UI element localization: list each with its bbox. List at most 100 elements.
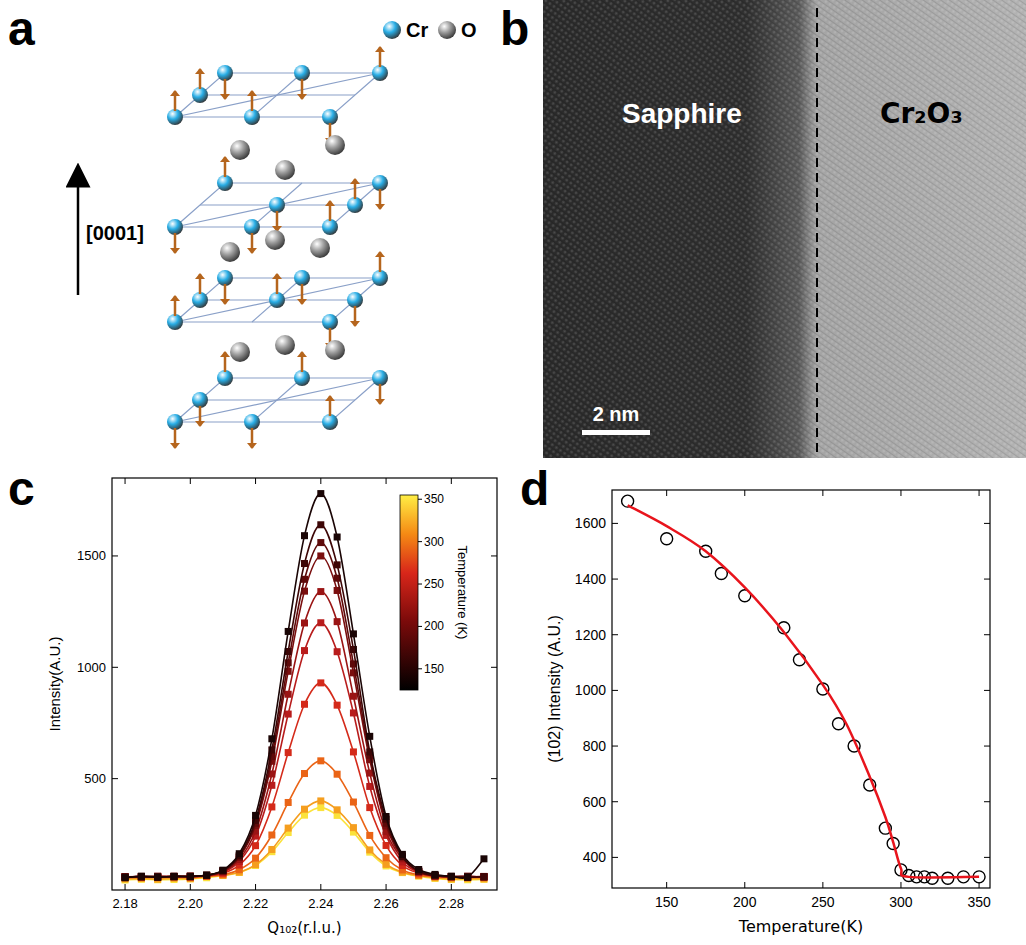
- spin-arrow-head: [170, 295, 180, 301]
- spin-arrow-head: [195, 421, 205, 427]
- data-point: [317, 757, 324, 764]
- data-point: [138, 874, 145, 881]
- series-group: [122, 490, 488, 883]
- data-point: [187, 873, 194, 880]
- lattice-line: [175, 73, 380, 117]
- atom: [265, 230, 285, 250]
- data-point: [350, 693, 357, 700]
- spin-arrow-head: [297, 299, 307, 305]
- panel-letter: d: [520, 462, 549, 515]
- spin-arrow-head: [272, 273, 282, 279]
- spin-arrow-head: [375, 251, 385, 257]
- atom: [310, 238, 330, 258]
- data-point: [154, 874, 161, 881]
- y-axis-title: Intensity(A.U.): [46, 636, 63, 731]
- chart: 2.182.202.222.242.262.2850010001500Q₁₀₂(…: [46, 478, 497, 937]
- data-point: [301, 532, 308, 539]
- fit-line: [628, 505, 979, 877]
- data-point: [832, 718, 844, 730]
- y-tick: [984, 634, 990, 635]
- atom: [217, 270, 233, 286]
- x-tick: [255, 478, 256, 484]
- data-point: [170, 873, 177, 880]
- y-tick: [112, 778, 118, 779]
- data-point: [334, 534, 341, 541]
- data-point: [301, 770, 308, 777]
- atom: [192, 87, 208, 103]
- atom: [192, 292, 208, 308]
- data-point: [219, 867, 226, 874]
- y-tick-label: 500: [84, 771, 106, 786]
- data-point: [170, 873, 177, 880]
- scale-bar: [582, 430, 650, 435]
- data-point: [383, 813, 390, 820]
- atom: [269, 197, 285, 213]
- lattice-line: [175, 378, 380, 422]
- data-point: [317, 552, 324, 559]
- spin-arrow-head: [170, 90, 180, 96]
- atom: [230, 140, 250, 160]
- y-tick: [112, 667, 118, 668]
- data-point: [122, 874, 129, 881]
- data-point: [480, 873, 487, 880]
- atom: [217, 65, 233, 81]
- panel-letter: a: [8, 2, 35, 55]
- spin-arrow-head: [297, 351, 307, 357]
- lattice-line: [175, 378, 380, 422]
- x-tick: [900, 882, 901, 888]
- region-label: Cr₂O₃: [880, 97, 963, 130]
- data-point: [187, 872, 194, 879]
- data-point: [350, 799, 357, 806]
- data-point: [366, 804, 373, 811]
- atom: [322, 314, 338, 330]
- colorbar-tick-label: 150: [424, 662, 444, 676]
- data-point: [219, 867, 226, 874]
- atom: [294, 65, 310, 81]
- data-point: [285, 711, 292, 718]
- crystal-structure: [167, 46, 388, 449]
- y-axis-title: (102) Intensity (A.U.): [546, 615, 563, 763]
- data-point: [154, 873, 161, 880]
- x-tick: [190, 884, 191, 890]
- data-point: [187, 873, 194, 880]
- data-point: [317, 521, 324, 528]
- data-point: [415, 866, 422, 873]
- atom: [167, 314, 183, 330]
- atom: [372, 175, 388, 191]
- atom: [347, 292, 363, 308]
- data-point: [154, 873, 161, 880]
- data-point: [138, 873, 145, 880]
- series-line: [125, 683, 484, 877]
- atom: [217, 175, 233, 191]
- x-tick-label: 2.20: [178, 896, 203, 911]
- spin-arrow-head: [350, 178, 360, 184]
- atom: [217, 370, 233, 386]
- spin-arrow-head: [220, 351, 230, 357]
- data-point: [448, 873, 455, 880]
- panel-letter: b: [500, 2, 529, 55]
- atom: [220, 242, 240, 262]
- spin-arrow-head: [375, 204, 385, 210]
- data-point: [464, 873, 471, 880]
- data-point: [170, 873, 177, 880]
- data-point: [334, 561, 341, 568]
- series-line: [125, 623, 484, 877]
- x-tick-label: 2.22: [243, 896, 268, 911]
- colorbar: [400, 495, 418, 690]
- x-tick-label: 2.28: [439, 896, 464, 911]
- spin-arrow-head: [375, 46, 385, 52]
- atom: [322, 109, 338, 125]
- data-point: [334, 648, 341, 655]
- x-tick-label: 150: [655, 894, 679, 910]
- spin-arrow-head: [325, 395, 335, 401]
- data-point: [301, 701, 308, 708]
- x-tick: [979, 490, 980, 496]
- y-tick: [984, 579, 990, 580]
- data-point: [480, 873, 487, 880]
- atom: [275, 160, 295, 180]
- data-point: [448, 873, 455, 880]
- data-point: [285, 825, 292, 832]
- data-point: [203, 872, 210, 879]
- data-point: [317, 490, 324, 497]
- spin-arrow-head: [195, 68, 205, 74]
